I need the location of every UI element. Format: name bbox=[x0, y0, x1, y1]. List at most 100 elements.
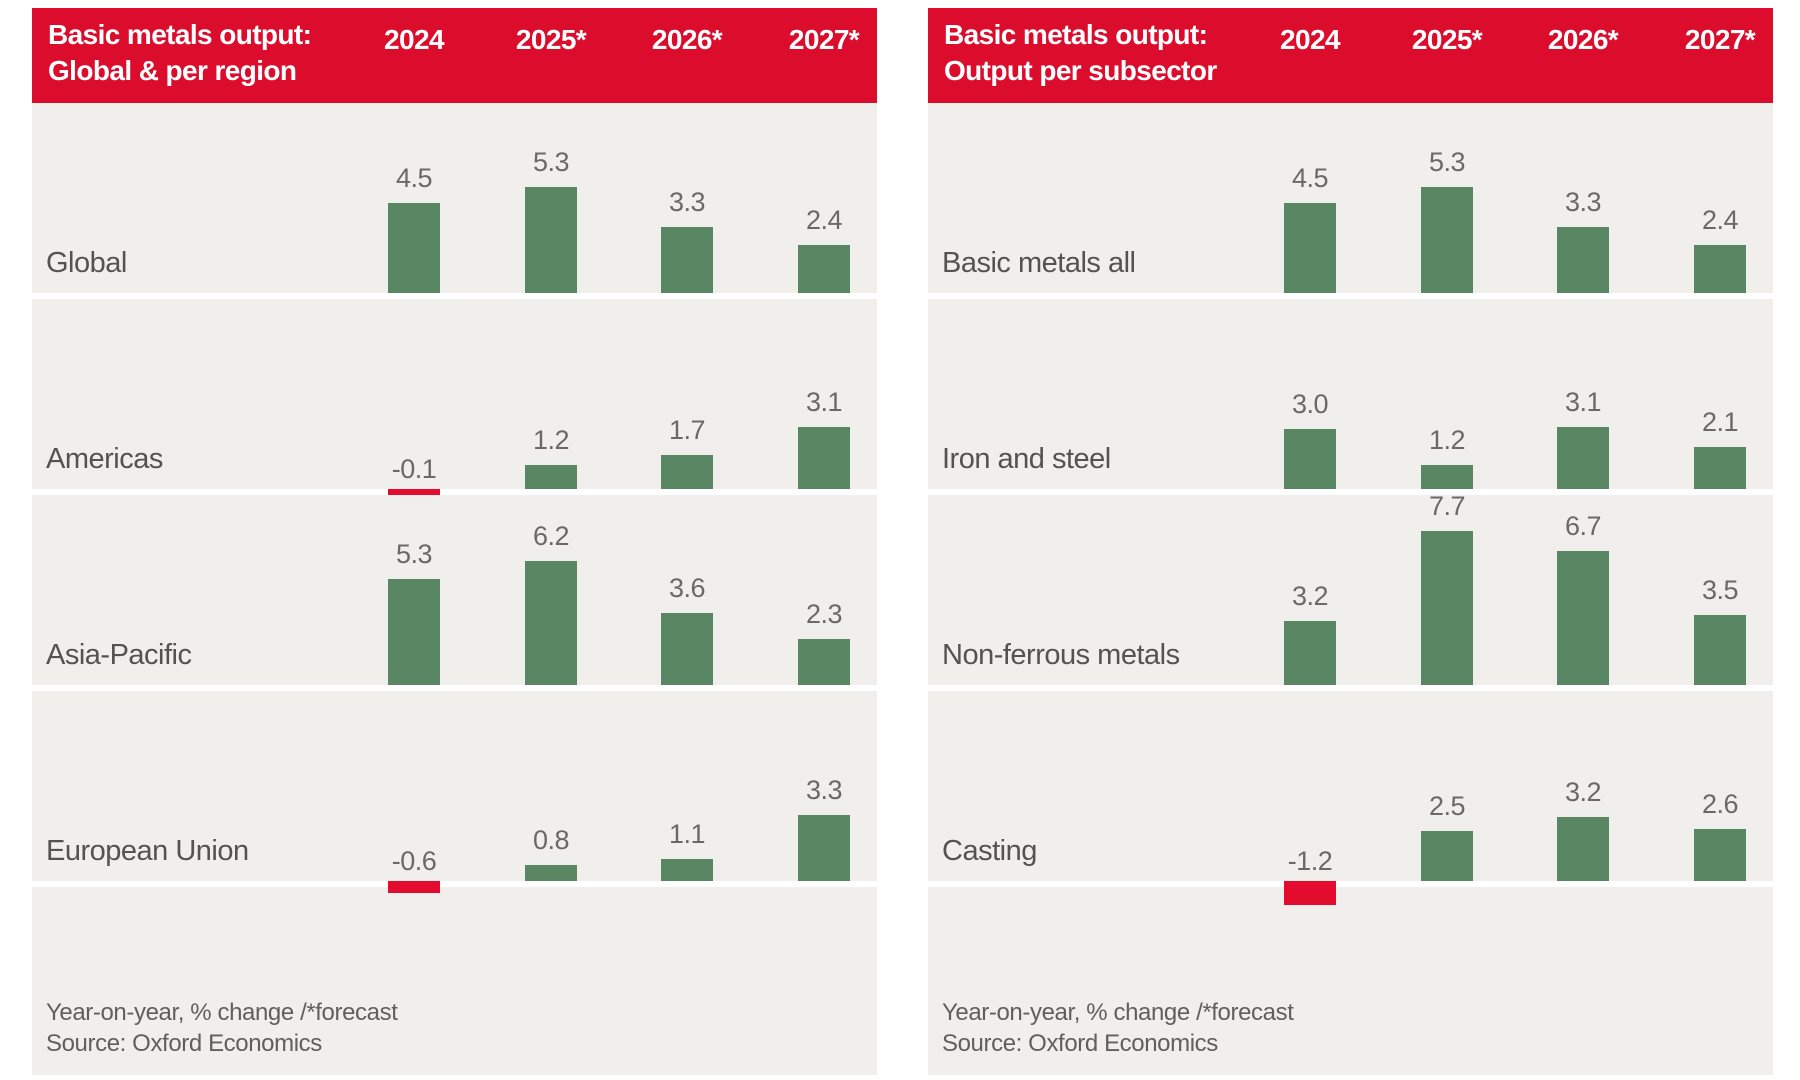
positive-bar bbox=[661, 859, 713, 881]
value-label: -0.6 bbox=[391, 846, 437, 876]
year-column-header: 2027* bbox=[788, 24, 860, 55]
category-label: Global bbox=[46, 247, 127, 279]
value-label: 4.5 bbox=[1291, 163, 1329, 193]
positive-bar bbox=[1421, 831, 1473, 881]
value-label: -1.2 bbox=[1287, 846, 1333, 876]
year-column-header: 2024 bbox=[384, 24, 444, 55]
value-label: 7.7 bbox=[1428, 491, 1466, 521]
category-label: European Union bbox=[46, 835, 249, 867]
category-row: European Union -0.6 0.8 1.1 3.3 bbox=[32, 691, 877, 893]
positive-bar bbox=[1284, 429, 1336, 489]
bar-column: 3.6 bbox=[661, 495, 713, 685]
value-label: 0.8 bbox=[532, 825, 570, 855]
year-column-header: 2025* bbox=[1411, 24, 1483, 55]
value-label: 3.5 bbox=[1701, 575, 1739, 605]
bar-column: 3.3 bbox=[661, 103, 713, 293]
positive-bar bbox=[1694, 447, 1746, 489]
footnote: Year-on-year, % change /*forecast bbox=[46, 999, 398, 1026]
bar-column: -0.6 bbox=[388, 691, 440, 893]
value-label: 1.1 bbox=[668, 819, 706, 849]
value-label: 2.3 bbox=[805, 599, 843, 629]
panel-header: Basic metals output: Output per subsecto… bbox=[928, 8, 1773, 103]
panel-title-line1: Basic metals output: bbox=[48, 19, 312, 50]
bar-column: 1.2 bbox=[525, 299, 577, 489]
bar-column: -0.1 bbox=[388, 299, 440, 495]
category-label: Americas bbox=[46, 443, 163, 475]
panel-subsectors: Basic metals output: Output per subsecto… bbox=[928, 8, 1773, 1075]
panel-title: Basic metals output: Global & per region bbox=[48, 17, 312, 89]
category-row: Asia-Pacific 5.3 6.2 3.6 2.3 bbox=[32, 495, 877, 685]
positive-bar bbox=[1284, 203, 1336, 293]
value-label: 2.4 bbox=[1701, 205, 1739, 235]
panel-footer: Year-on-year, % change /*forecast Source… bbox=[32, 887, 877, 1075]
positive-bar bbox=[798, 639, 850, 685]
bar-column: 3.1 bbox=[1557, 299, 1609, 489]
year-column-header: 2025* bbox=[515, 24, 587, 55]
value-label: 1.2 bbox=[532, 425, 570, 455]
value-label: 2.6 bbox=[1701, 789, 1739, 819]
negative-bar bbox=[388, 489, 440, 495]
category-row: Basic metals all 4.5 5.3 3.3 2.4 bbox=[928, 103, 1773, 293]
bar-column: 7.7 bbox=[1421, 491, 1473, 685]
value-label: 3.0 bbox=[1291, 389, 1329, 419]
value-label: 5.3 bbox=[395, 539, 433, 569]
footer-text: Year-on-year, % change /*forecast Source… bbox=[942, 997, 1294, 1059]
positive-bar bbox=[388, 203, 440, 293]
panel-regions: Basic metals output: Global & per region… bbox=[32, 8, 877, 1075]
bar-column: 2.1 bbox=[1694, 299, 1746, 489]
positive-bar bbox=[525, 865, 577, 881]
category-label: Iron and steel bbox=[942, 443, 1111, 475]
source-note: Source: Oxford Economics bbox=[46, 1030, 322, 1057]
bar-column: 2.4 bbox=[1694, 103, 1746, 293]
value-label: 2.4 bbox=[805, 205, 843, 235]
category-row: Iron and steel 3.0 1.2 3.1 2.1 bbox=[928, 299, 1773, 489]
positive-bar bbox=[1557, 551, 1609, 685]
category-row: Non-ferrous metals 3.2 7.7 6.7 3.5 bbox=[928, 491, 1773, 685]
bar-column: 1.2 bbox=[1421, 299, 1473, 489]
positive-bar bbox=[661, 227, 713, 293]
negative-bar bbox=[1284, 881, 1336, 905]
bar-column: 4.5 bbox=[1284, 103, 1336, 293]
category-row: Global 4.5 5.3 3.3 2.4 bbox=[32, 103, 877, 293]
value-label: 2.5 bbox=[1428, 791, 1466, 821]
value-label: 3.3 bbox=[668, 187, 706, 217]
bar-column: 3.3 bbox=[1557, 103, 1609, 293]
panel-footer: Year-on-year, % change /*forecast Source… bbox=[928, 887, 1773, 1075]
positive-bar bbox=[1421, 465, 1473, 489]
category-label: Basic metals all bbox=[942, 247, 1136, 279]
value-label: 3.2 bbox=[1291, 581, 1329, 611]
value-label: 3.1 bbox=[805, 387, 843, 417]
bar-column: 2.4 bbox=[798, 103, 850, 293]
positive-bar bbox=[1284, 621, 1336, 685]
bar-column: 2.6 bbox=[1694, 691, 1746, 881]
category-row: Americas -0.1 1.2 1.7 3.1 bbox=[32, 299, 877, 495]
category-label: Asia-Pacific bbox=[46, 639, 192, 671]
chart-rows: Basic metals all 4.5 5.3 3.3 2.4 Iron and ste… bbox=[928, 103, 1773, 905]
positive-bar bbox=[1557, 427, 1609, 489]
panel-title-line2: Global & per region bbox=[48, 55, 297, 86]
bar-column: 3.5 bbox=[1694, 495, 1746, 685]
year-column-header: 2026* bbox=[1547, 24, 1619, 55]
panel-title-line1: Basic metals output: bbox=[944, 19, 1208, 50]
bar-column: 4.5 bbox=[388, 103, 440, 293]
footer-text: Year-on-year, % change /*forecast Source… bbox=[46, 997, 398, 1059]
positive-bar bbox=[798, 427, 850, 489]
bar-column: 1.7 bbox=[661, 299, 713, 489]
category-label: Casting bbox=[942, 835, 1037, 867]
positive-bar bbox=[798, 245, 850, 293]
positive-bar bbox=[1694, 829, 1746, 881]
panel-title: Basic metals output: Output per subsecto… bbox=[944, 17, 1217, 89]
panel-header: Basic metals output: Global & per region… bbox=[32, 8, 877, 103]
bar-column: 6.7 bbox=[1557, 495, 1609, 685]
bar-column: 2.3 bbox=[798, 495, 850, 685]
value-label: 3.1 bbox=[1564, 387, 1602, 417]
bar-column: 6.2 bbox=[525, 495, 577, 685]
bar-column: 1.1 bbox=[661, 691, 713, 881]
bar-column: 3.3 bbox=[798, 691, 850, 881]
positive-bar bbox=[525, 561, 577, 685]
positive-bar bbox=[525, 465, 577, 489]
bar-column: 3.1 bbox=[798, 299, 850, 489]
positive-bar bbox=[798, 815, 850, 881]
value-label: 6.7 bbox=[1564, 511, 1602, 541]
